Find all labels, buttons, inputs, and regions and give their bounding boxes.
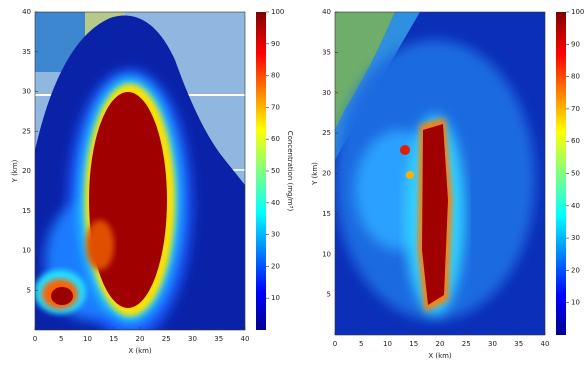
colorbar-tick-label: 20 <box>571 266 580 274</box>
colorbar-tick-label: 20 <box>271 262 280 270</box>
y-tick-label: 10 <box>322 250 331 258</box>
colorbar-tick-label: 40 <box>571 202 580 210</box>
figure: 0 5 10 15 20 25 30 35 40 5 10 15 20 25 30 35 40 10 20 30 40 5… <box>0 0 587 362</box>
x-tick-label: 20 <box>436 340 445 348</box>
colorbar-label: Concentration (mg/m³) <box>286 131 294 212</box>
x-tick-label: 10 <box>83 335 92 343</box>
colorbar-tick-label: 10 <box>271 294 280 302</box>
y-tick-label: 15 <box>22 207 31 215</box>
colorbar-tick-label: 70 <box>271 103 280 111</box>
colorbar <box>256 12 266 330</box>
x-tick-label: 35 <box>214 335 223 343</box>
y-tick-label: 40 <box>322 8 331 16</box>
colorbar-tick-label: 70 <box>571 105 580 113</box>
x-axis-label: X (km) <box>128 347 152 355</box>
y-tick-label: 25 <box>22 127 31 135</box>
x-tick-label: 15 <box>109 335 118 343</box>
colorbar-tick-label: 30 <box>271 231 280 239</box>
x-tick-label: 15 <box>409 340 418 348</box>
y-tick-label: 30 <box>322 89 331 97</box>
colorbar-tick-label: 10 <box>571 299 580 307</box>
y-tick-label: 15 <box>322 210 331 218</box>
colorbar-tick-label: 80 <box>271 72 280 80</box>
colorbar-tick-label: 90 <box>571 40 580 48</box>
colorbar-tick-label: 90 <box>271 40 280 48</box>
y-tick-label: 35 <box>322 48 331 56</box>
colorbar-tick-label: 60 <box>571 137 580 145</box>
heatmap-image <box>335 12 545 335</box>
colorbar-tick-label: 100 <box>571 8 584 16</box>
colorbar-tick-label: 50 <box>571 170 580 178</box>
y-tick-label: 10 <box>22 247 31 255</box>
colorbar-tick-label: 50 <box>271 167 280 175</box>
x-tick-label: 25 <box>462 340 471 348</box>
x-tick-label: 40 <box>241 335 250 343</box>
x-tick-label: 0 <box>33 335 37 343</box>
y-tick-label: 35 <box>22 48 31 56</box>
x-tick-label: 25 <box>162 335 171 343</box>
x-tick-label: 35 <box>514 340 523 348</box>
page: {"chart_data": [ {"type": "heatmap", "co… <box>0 0 587 366</box>
colorbar-tick-label: 40 <box>271 199 280 207</box>
x-tick-label: 0 <box>333 340 337 348</box>
y-tick-label: 20 <box>22 167 31 175</box>
x-tick-label: 20 <box>136 335 145 343</box>
x-tick-label: 5 <box>359 340 363 348</box>
y-tick-label: 30 <box>22 88 31 96</box>
y-tick-label: 5 <box>327 291 331 299</box>
y-tick-label: 40 <box>22 8 31 16</box>
colorbar-tick-label: 30 <box>571 234 580 242</box>
colorbar-tick-label: 80 <box>571 73 580 81</box>
colorbar-tick-label: 60 <box>271 135 280 143</box>
x-tick-label: 5 <box>59 335 63 343</box>
y-tick-label: 25 <box>322 129 331 137</box>
x-tick-label: 30 <box>188 335 197 343</box>
x-tick-label: 40 <box>541 340 550 348</box>
heatmap-image <box>34 12 245 340</box>
y-axis-label: Y (km) <box>311 162 319 186</box>
y-tick-label: 20 <box>322 170 331 178</box>
colorbar-tick-label: 100 <box>271 8 284 16</box>
y-tick-label: 5 <box>27 286 31 294</box>
x-axis-label: X (km) <box>428 352 452 360</box>
colorbar <box>556 12 566 335</box>
x-tick-label: 30 <box>488 340 497 348</box>
y-axis-label: Y (km) <box>11 159 19 183</box>
x-tick-label: 10 <box>383 340 392 348</box>
